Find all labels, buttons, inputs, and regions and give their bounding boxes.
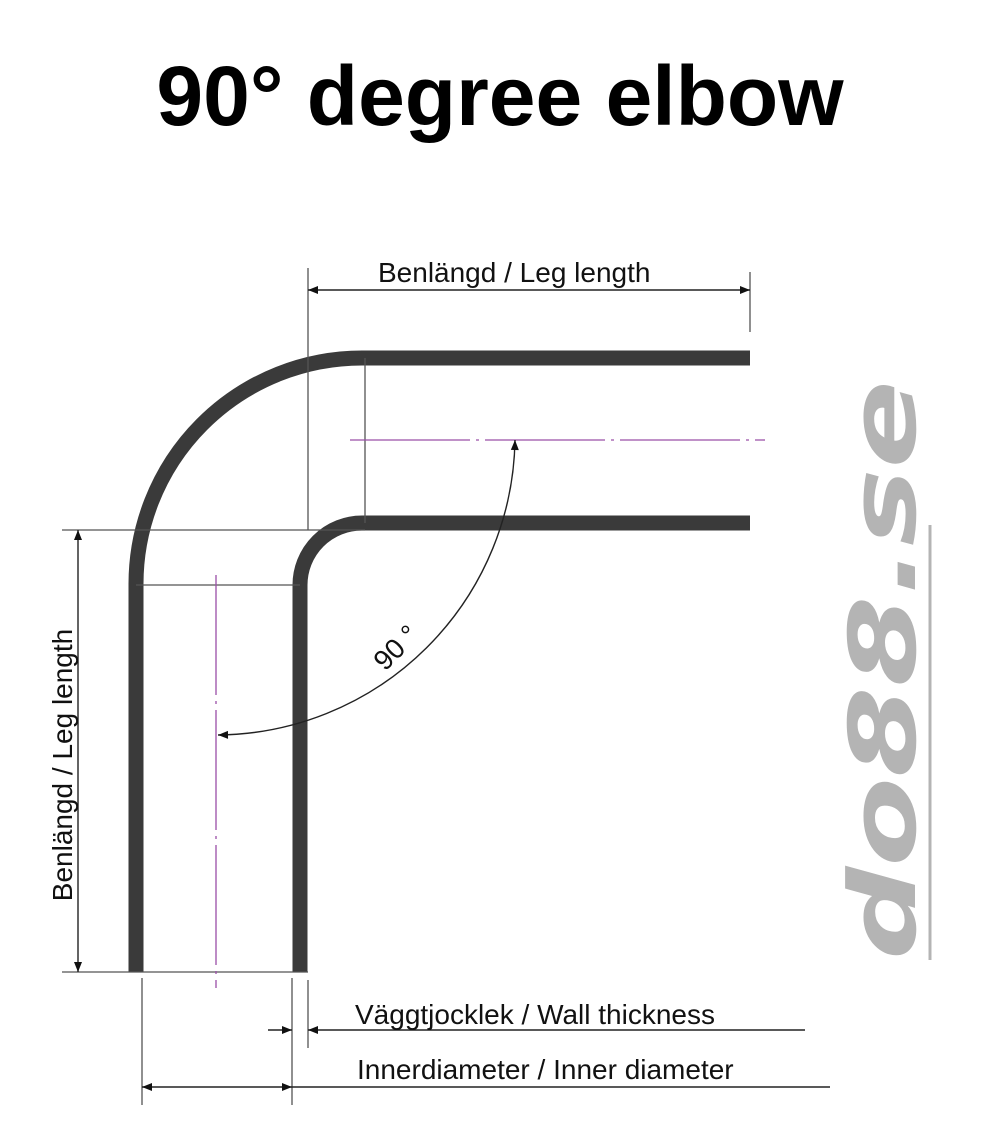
- wall-thickness-label: Väggtjocklek / Wall thickness: [355, 999, 715, 1030]
- top-leg-dimension: Benlängd / Leg length: [307, 257, 751, 530]
- top-leg-length-label: Benlängd / Leg length: [378, 257, 650, 288]
- angle-label: 90 °: [367, 619, 424, 676]
- angle-dimension: 90 °: [217, 439, 519, 739]
- inner-diameter-dimension: Innerdiameter / Inner diameter: [141, 978, 830, 1105]
- inner-diameter-label: Innerdiameter / Inner diameter: [357, 1054, 734, 1085]
- diagram-title: 90° degree elbow: [156, 49, 844, 143]
- side-leg-dimension: Benlängd / Leg length: [47, 529, 365, 972]
- wall-thickness-dimension: Väggtjocklek / Wall thickness: [268, 978, 805, 1105]
- pipe-outline: [62, 350, 750, 973]
- logo-text: do88.se: [830, 380, 937, 960]
- side-leg-length-label: Benlängd / Leg length: [47, 629, 78, 901]
- do88-logo: do88.se: [830, 380, 937, 960]
